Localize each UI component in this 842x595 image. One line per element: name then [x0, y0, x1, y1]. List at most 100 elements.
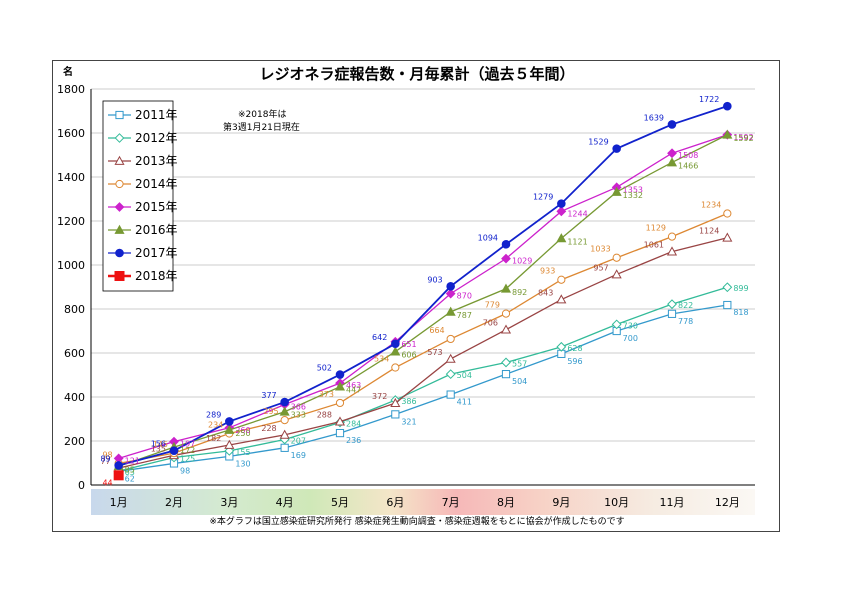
- data-point: [391, 410, 400, 419]
- data-point: [501, 253, 511, 264]
- x-tick-label: 5月: [331, 496, 349, 509]
- data-point: [114, 155, 125, 165]
- data-point: [335, 398, 345, 408]
- data-label: 155: [235, 448, 250, 457]
- data-label: 1279: [533, 193, 553, 202]
- legend-item: 2014年: [108, 177, 178, 191]
- data-label: 730: [623, 321, 638, 330]
- note-line: ※2018年は: [238, 108, 286, 120]
- series-line: [118, 212, 728, 465]
- data-label: 411: [457, 398, 472, 407]
- data-point: [446, 390, 455, 399]
- series-2011年: [114, 300, 732, 476]
- footnote: ※本グラフは国立感染症研究所発行 感染症発生動向調査・感染症週報をもとに協会が作…: [209, 515, 624, 527]
- data-point: [666, 246, 678, 256]
- data-point: [169, 446, 179, 455]
- data-label: 557: [512, 359, 527, 368]
- data-point: [557, 199, 566, 208]
- y-tick-label: 1600: [57, 127, 85, 140]
- data-label: 843: [538, 289, 553, 298]
- data-label: 182: [206, 434, 221, 443]
- data-point: [556, 294, 567, 304]
- legend-label: 2013年: [135, 154, 178, 168]
- data-label: 125: [180, 455, 195, 464]
- data-point: [445, 353, 456, 363]
- data-label: 197: [180, 440, 195, 449]
- data-label: 504: [457, 371, 472, 380]
- data-label: 1234: [701, 201, 721, 210]
- data-label: 903: [427, 275, 442, 284]
- data-label: 169: [291, 451, 306, 460]
- data-label: 98: [102, 450, 112, 459]
- data-point: [667, 299, 677, 310]
- data-label: 502: [317, 364, 332, 373]
- data-label: 899: [733, 284, 748, 293]
- x-tick-label: 3月: [220, 496, 238, 509]
- legend-item: 2015年: [108, 200, 178, 214]
- data-point: [114, 202, 125, 212]
- data-label: 447: [346, 386, 361, 395]
- x-tick-label: 1月: [110, 496, 128, 509]
- chart-frame: レジオネラ症報告数・月毎累計（過去５年間） 名 0 200 400 600 800 1000…: [52, 60, 780, 532]
- chart-svg: レジオネラ症報告数・月毎累計（過去５年間） 名 0 200 400 600 800 1000…: [57, 65, 755, 527]
- x-tick-label: 8月: [497, 496, 515, 509]
- data-point: [556, 206, 567, 217]
- data-point: [611, 319, 622, 330]
- data-label: 260: [235, 426, 250, 435]
- y-tick-label: 800: [64, 303, 85, 316]
- series-line: [118, 105, 728, 467]
- data-label: 642: [372, 333, 387, 342]
- data-point: [279, 406, 290, 416]
- data-label: 156: [151, 440, 166, 449]
- data-label: 1244: [567, 209, 587, 218]
- data-point: [391, 363, 400, 372]
- data-label: 1332: [623, 191, 643, 200]
- series-2013年: [113, 232, 733, 472]
- data-point: [335, 370, 345, 379]
- data-label: 818: [733, 308, 748, 317]
- data-label: 778: [678, 317, 693, 326]
- data-label: 779: [485, 301, 500, 310]
- data-label: 1508: [678, 151, 698, 160]
- data-label: 651: [401, 340, 416, 349]
- data-label: 700: [623, 334, 638, 343]
- data-label: 366: [291, 402, 306, 411]
- data-point: [612, 144, 621, 153]
- x-tick-label: 11月: [660, 496, 685, 509]
- data-point: [723, 300, 732, 310]
- data-label: 333: [291, 411, 306, 420]
- data-label: 295: [263, 407, 278, 416]
- legend-box: [102, 100, 174, 292]
- legend-item: 2011年: [108, 108, 178, 122]
- data-label: 1094: [478, 233, 498, 242]
- data-label: 289: [206, 410, 221, 419]
- data-point: [225, 417, 234, 426]
- data-label: 373: [319, 390, 334, 399]
- x-tick-label: 2月: [165, 496, 183, 509]
- data-label: 234: [208, 421, 223, 430]
- legend-label: 2017年: [135, 246, 178, 260]
- chart-title: レジオネラ症報告数・月毎累計（過去５年間）: [259, 65, 574, 83]
- data-point: [500, 283, 512, 293]
- data-label: 1124: [699, 227, 719, 236]
- data-point: [722, 282, 733, 293]
- data-point: [224, 424, 235, 434]
- data-point: [334, 381, 346, 391]
- y-axis-unit: 名: [63, 65, 73, 78]
- data-label: 606: [401, 351, 416, 360]
- data-label: 288: [317, 411, 332, 420]
- data-label: 1353: [623, 185, 643, 194]
- data-point: [280, 397, 289, 407]
- data-label: 573: [427, 348, 442, 357]
- data-label: 706: [483, 319, 498, 328]
- data-label: 321: [401, 417, 416, 426]
- data-point: [445, 306, 456, 316]
- data-point: [224, 439, 235, 449]
- legend-label: 2018年: [135, 269, 178, 283]
- data-label: 822: [678, 301, 693, 310]
- data-label: 85: [125, 465, 135, 474]
- data-label: 62: [125, 474, 135, 483]
- legend-label: 2015年: [135, 200, 178, 214]
- data-point: [666, 157, 678, 167]
- data-label: 130: [235, 459, 250, 468]
